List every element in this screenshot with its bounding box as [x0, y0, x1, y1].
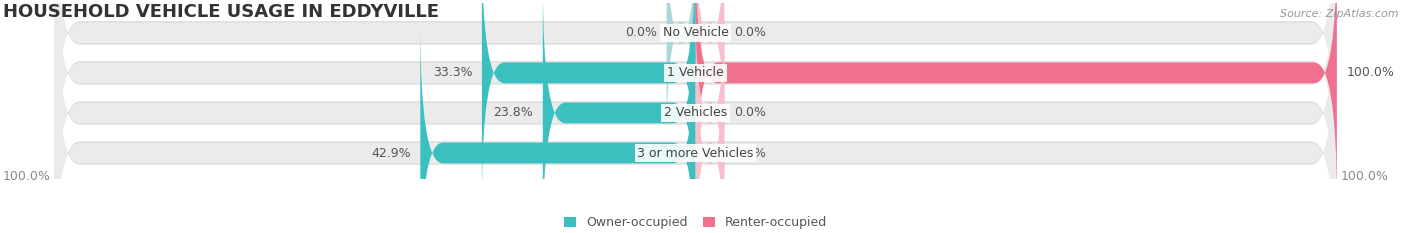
Text: 1 Vehicle: 1 Vehicle [666, 66, 724, 79]
FancyBboxPatch shape [696, 43, 724, 233]
FancyBboxPatch shape [666, 0, 696, 143]
FancyBboxPatch shape [696, 0, 724, 143]
Text: 23.8%: 23.8% [494, 106, 533, 120]
Text: 0.0%: 0.0% [734, 106, 766, 120]
Text: HOUSEHOLD VEHICLE USAGE IN EDDYVILLE: HOUSEHOLD VEHICLE USAGE IN EDDYVILLE [3, 3, 439, 21]
FancyBboxPatch shape [543, 0, 696, 233]
FancyBboxPatch shape [53, 0, 1337, 223]
Text: 100.0%: 100.0% [1347, 66, 1395, 79]
FancyBboxPatch shape [53, 0, 1337, 233]
Legend: Owner-occupied, Renter-occupied: Owner-occupied, Renter-occupied [564, 216, 827, 229]
Text: 42.9%: 42.9% [371, 147, 411, 160]
Text: Source: ZipAtlas.com: Source: ZipAtlas.com [1281, 9, 1399, 19]
FancyBboxPatch shape [53, 3, 1337, 233]
FancyBboxPatch shape [420, 23, 696, 233]
Text: 100.0%: 100.0% [3, 170, 51, 183]
FancyBboxPatch shape [696, 3, 724, 223]
FancyBboxPatch shape [482, 0, 696, 203]
Text: 100.0%: 100.0% [1340, 170, 1388, 183]
FancyBboxPatch shape [696, 0, 1337, 203]
FancyBboxPatch shape [53, 0, 1337, 233]
FancyBboxPatch shape [53, 0, 1337, 182]
Text: No Vehicle: No Vehicle [662, 26, 728, 39]
Text: 2 Vehicles: 2 Vehicles [664, 106, 727, 120]
FancyBboxPatch shape [53, 4, 1337, 233]
FancyBboxPatch shape [53, 0, 1337, 222]
FancyBboxPatch shape [53, 0, 1337, 183]
Text: 33.3%: 33.3% [433, 66, 472, 79]
Text: 0.0%: 0.0% [626, 26, 657, 39]
Text: 3 or more Vehicles: 3 or more Vehicles [637, 147, 754, 160]
Text: 0.0%: 0.0% [734, 147, 766, 160]
Text: 0.0%: 0.0% [734, 26, 766, 39]
